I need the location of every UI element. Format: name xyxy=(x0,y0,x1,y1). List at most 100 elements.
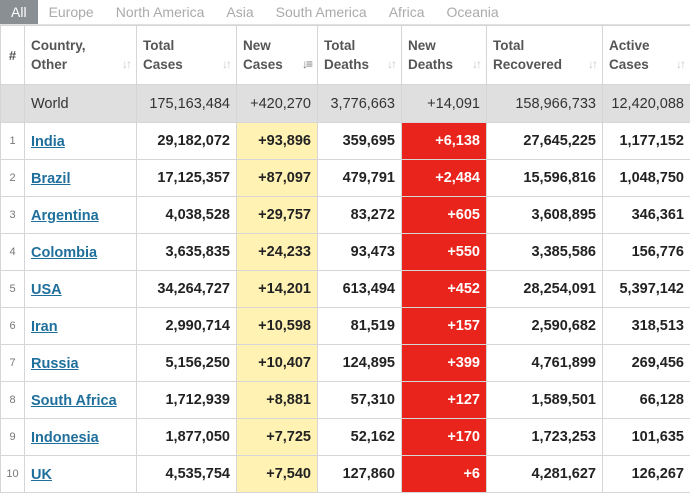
country-header-line2: Other xyxy=(31,57,68,72)
active-cases-header-line1: Active xyxy=(609,38,650,53)
country-link[interactable]: Colombia xyxy=(31,244,98,261)
country-cell: India xyxy=(24,122,137,160)
new-cases-cell: +10,598 xyxy=(236,307,318,345)
rank-cell: 5 xyxy=(0,270,25,308)
tab-europe[interactable]: Europe xyxy=(48,4,94,20)
table-row: 3 Argentina 4,038,528 +29,757 83,272 +605 3,60… xyxy=(0,196,690,234)
world-total-cases: 175,163,484 xyxy=(136,84,237,123)
country-cell: Russia xyxy=(24,344,137,382)
total-recovered-cell: 3,608,895 xyxy=(486,196,603,234)
new-deaths-cell: +550 xyxy=(401,233,487,271)
sort-arrows-icon[interactable]: ↓↑ xyxy=(387,57,397,71)
country-cell: UK xyxy=(24,455,137,493)
sort-arrows-icon[interactable]: ↓↑ xyxy=(122,57,132,71)
rank-cell: 10 xyxy=(0,455,25,493)
new-cases-header-line1: New xyxy=(243,38,271,53)
total-cases-cell: 29,182,072 xyxy=(136,122,237,160)
sort-arrows-icon[interactable]: ↓↑ xyxy=(588,57,598,71)
country-cell: Brazil xyxy=(24,159,137,197)
total-cases-header[interactable]: Total Cases ↓↑ xyxy=(136,25,237,85)
new-cases-header[interactable]: New Cases ↓≡ xyxy=(236,25,318,85)
new-cases-cell: +87,097 xyxy=(236,159,318,197)
country-link[interactable]: India xyxy=(31,133,65,150)
new-deaths-header-line1: New xyxy=(408,38,436,53)
sort-arrows-icon[interactable]: ↓↑ xyxy=(472,57,482,71)
world-active-cases: 12,420,088 xyxy=(602,84,690,123)
total-cases-cell: 2,990,714 xyxy=(136,307,237,345)
country-link[interactable]: Argentina xyxy=(31,207,99,224)
world-name: World xyxy=(24,84,137,123)
country-link[interactable]: Iran xyxy=(31,318,58,335)
total-deaths-cell: 83,272 xyxy=(317,196,402,234)
active-cases-cell: 101,635 xyxy=(602,418,690,456)
active-cases-cell: 1,048,750 xyxy=(602,159,690,197)
rank-cell: 3 xyxy=(0,196,25,234)
new-cases-cell: +7,540 xyxy=(236,455,318,493)
total-deaths-cell: 613,494 xyxy=(317,270,402,308)
active-cases-header[interactable]: Active Cases ↓↑ xyxy=(602,25,690,85)
total-deaths-cell: 479,791 xyxy=(317,159,402,197)
new-cases-cell: +14,201 xyxy=(236,270,318,308)
new-deaths-cell: +127 xyxy=(401,381,487,419)
country-link[interactable]: USA xyxy=(31,281,62,298)
total-recovered-cell: 3,385,586 xyxy=(486,233,603,271)
total-deaths-cell: 93,473 xyxy=(317,233,402,271)
rank-header: # xyxy=(0,25,25,85)
total-cases-cell: 3,635,835 xyxy=(136,233,237,271)
new-deaths-cell: +605 xyxy=(401,196,487,234)
total-recovered-header-line2: Recovered xyxy=(493,57,563,72)
total-cases-cell: 4,038,528 xyxy=(136,196,237,234)
tab-north-america[interactable]: North America xyxy=(115,4,205,20)
total-recovered-header[interactable]: Total Recovered ↓↑ xyxy=(486,25,603,85)
total-deaths-header-line2: Deaths xyxy=(324,57,370,72)
new-deaths-header[interactable]: New Deaths ↓↑ xyxy=(401,25,487,85)
tab-south-america[interactable]: South America xyxy=(275,4,367,20)
country-link[interactable]: UK xyxy=(31,466,52,483)
tab-oceania[interactable]: Oceania xyxy=(446,4,499,20)
tab-all[interactable]: All xyxy=(0,0,38,24)
country-link[interactable]: Brazil xyxy=(31,170,71,187)
new-deaths-header-line2: Deaths xyxy=(408,57,454,72)
new-deaths-cell: +157 xyxy=(401,307,487,345)
new-cases-cell: +29,757 xyxy=(236,196,318,234)
rank-cell: 1 xyxy=(0,122,25,160)
country-cell: Argentina xyxy=(24,196,137,234)
tab-asia[interactable]: Asia xyxy=(226,4,254,20)
new-deaths-cell: +2,484 xyxy=(401,159,487,197)
covid-stats-table: # Country, Other ↓↑ Total Cases ↓↑ New C… xyxy=(0,25,690,493)
table-row: 9 Indonesia 1,877,050 +7,725 52,162 +170 1,723… xyxy=(0,418,690,456)
world-new-deaths: +14,091 xyxy=(401,84,487,123)
total-cases-cell: 1,712,939 xyxy=(136,381,237,419)
country-link[interactable]: South Africa xyxy=(31,392,117,409)
world-total-recovered: 158,966,733 xyxy=(486,84,603,123)
total-cases-header-line2: Cases xyxy=(143,57,183,72)
country-cell: USA xyxy=(24,270,137,308)
world-total-deaths: 3,776,663 xyxy=(317,84,402,123)
sort-arrows-icon[interactable]: ↓↑ xyxy=(222,57,232,71)
total-cases-cell: 4,535,754 xyxy=(136,455,237,493)
tab-africa[interactable]: Africa xyxy=(388,4,425,20)
rank-cell: 4 xyxy=(0,233,25,271)
new-deaths-cell: +399 xyxy=(401,344,487,382)
total-deaths-cell: 127,860 xyxy=(317,455,402,493)
sort-arrows-icon[interactable]: ↓↑ xyxy=(676,57,686,71)
new-cases-header-line2: Cases xyxy=(243,57,283,72)
country-link[interactable]: Indonesia xyxy=(31,429,99,446)
total-deaths-cell: 81,519 xyxy=(317,307,402,345)
country-cell: Colombia xyxy=(24,233,137,271)
total-recovered-cell: 28,254,091 xyxy=(486,270,603,308)
rank-cell: 8 xyxy=(0,381,25,419)
new-cases-cell: +8,881 xyxy=(236,381,318,419)
total-deaths-header[interactable]: Total Deaths ↓↑ xyxy=(317,25,402,85)
total-deaths-cell: 359,695 xyxy=(317,122,402,160)
sort-desc-icon[interactable]: ↓≡ xyxy=(301,57,313,71)
active-cases-cell: 66,128 xyxy=(602,381,690,419)
country-link[interactable]: Russia xyxy=(31,355,79,372)
rank-cell: 9 xyxy=(0,418,25,456)
active-cases-header-line2: Cases xyxy=(609,57,649,72)
total-deaths-cell: 124,895 xyxy=(317,344,402,382)
country-header-line1: Country, xyxy=(31,38,86,53)
new-cases-cell: +93,896 xyxy=(236,122,318,160)
total-deaths-cell: 57,310 xyxy=(317,381,402,419)
country-header[interactable]: Country, Other ↓↑ xyxy=(24,25,137,85)
